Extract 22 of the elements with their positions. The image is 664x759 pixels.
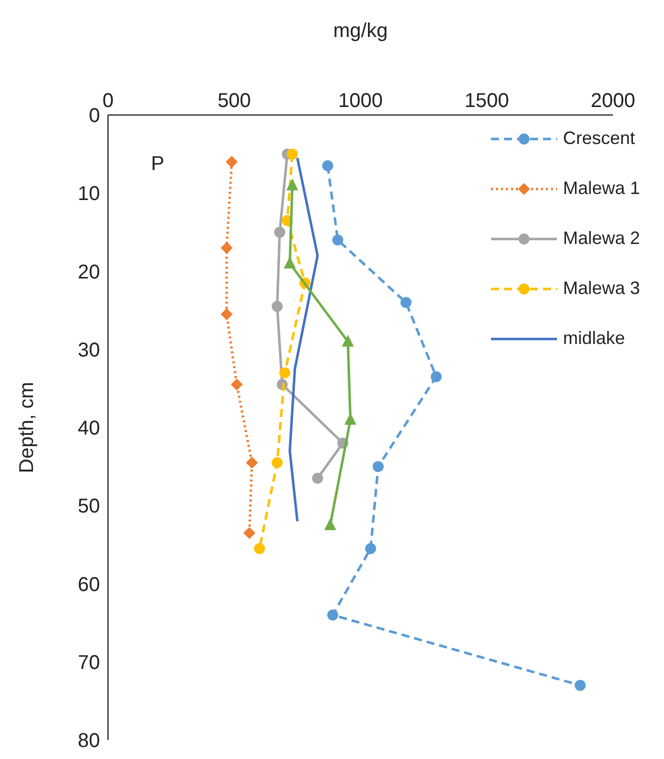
y-tick-label: 60 [78,574,100,596]
x-tick-label: 1000 [338,90,383,112]
x-tick-label: 2000 [590,90,636,112]
y-tick-label: 10 [78,183,100,206]
legend-label: Malewa 1 [562,178,640,199]
x-tick-label: 500 [218,90,251,112]
legend-label: Crescent [562,128,635,149]
legend-label: midlake [562,328,625,349]
y-tick-label: 80 [78,730,100,752]
y-tick-label: 40 [78,418,100,440]
y-tick-label: 30 [78,339,100,362]
y-tick-label: 70 [78,652,100,674]
y-tick-label: 0 [88,105,100,128]
y-axis-title: Depth, cm [16,382,38,474]
x-tick-label: 0 [102,90,114,112]
legend-label: Malewa 2 [562,228,640,249]
annotation: P [151,153,164,176]
x-tick-label: 1500 [464,90,509,112]
legend-label: Malewa 3 [562,278,640,299]
x-axis-title: mg/kg [333,20,388,42]
y-tick-label: 20 [78,261,100,284]
y-tick-label: 50 [78,496,100,518]
